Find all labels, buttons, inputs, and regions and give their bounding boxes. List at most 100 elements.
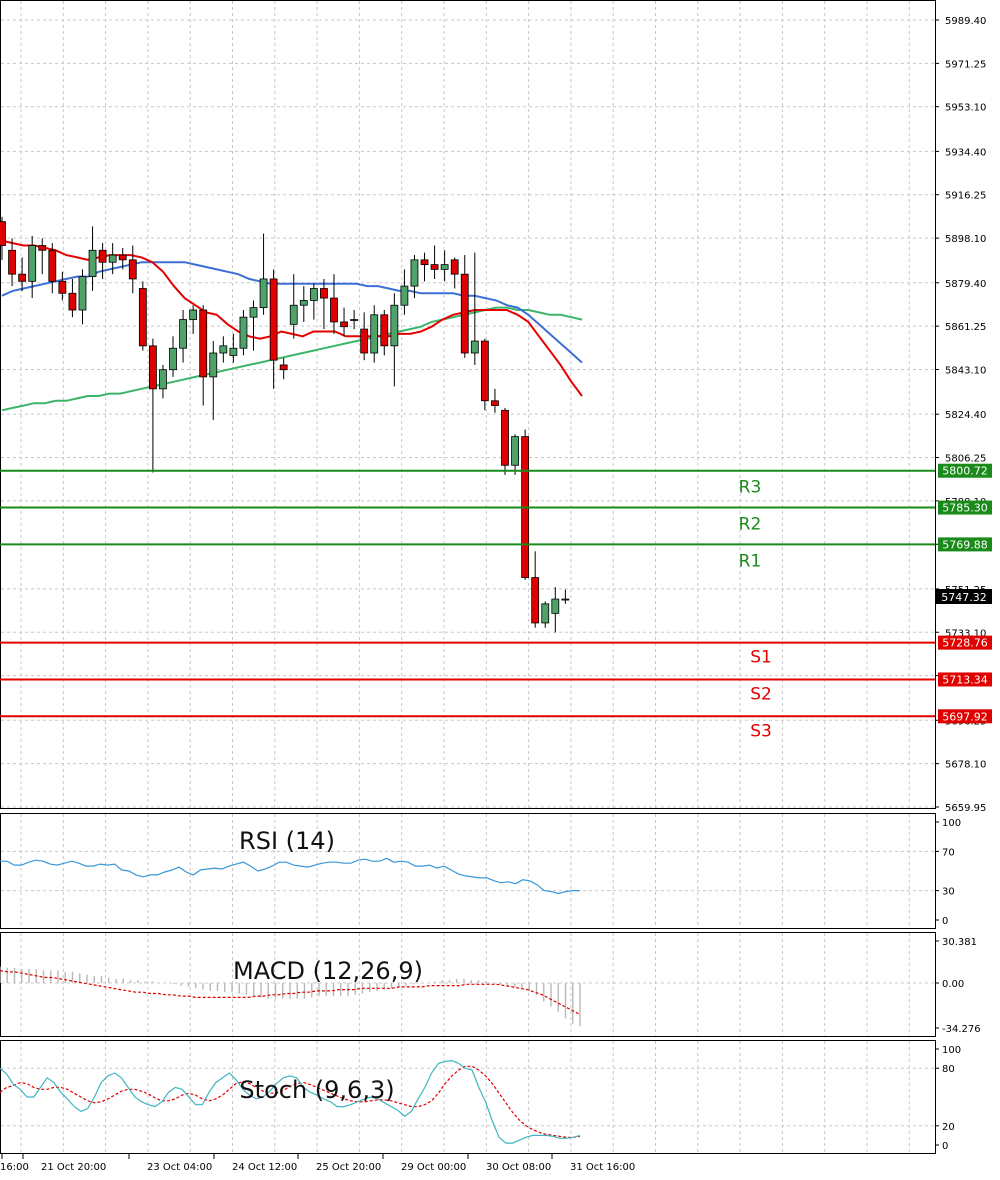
candle — [199, 305, 208, 406]
time-tick-label: 21 Oct 20:00 — [41, 1162, 106, 1173]
axis-tick-label: 80 — [942, 1064, 955, 1075]
candle-body — [390, 304, 399, 347]
candle — [289, 274, 298, 339]
candle-body — [239, 316, 248, 349]
price-tick-label: 5934.40 — [945, 147, 986, 158]
resistance-price-label: 5800.72 — [942, 465, 988, 478]
candle — [501, 407, 509, 475]
macd-histogram — [0, 966, 581, 1027]
resistance-price-label: 5785.30 — [942, 502, 988, 515]
current-price-box — [936, 589, 992, 604]
candle — [148, 338, 157, 473]
candle-body — [380, 314, 389, 347]
rsi-line-group — [0, 857, 580, 895]
candle — [460, 255, 469, 358]
resistance-label: R2 — [739, 515, 762, 535]
candle-body — [118, 254, 127, 261]
resistance-price-box — [938, 463, 992, 478]
price-grid — [1, 1, 935, 808]
candle — [521, 429, 530, 580]
axis-tick-label: 100 — [942, 818, 961, 829]
candle-body — [340, 321, 348, 328]
candle — [48, 243, 57, 294]
time-tick-label: 23 Oct 04:00 — [147, 1162, 212, 1173]
candle-body — [38, 245, 47, 251]
candle — [400, 269, 409, 315]
candle — [390, 293, 399, 387]
macd-signal-line — [0, 970, 581, 1016]
candle-body — [58, 280, 67, 294]
candle-body — [420, 259, 429, 266]
candle — [189, 305, 198, 334]
candle-body — [189, 309, 198, 320]
candle — [259, 233, 268, 315]
price-tick-label: 5953.10 — [945, 103, 986, 114]
candle-body — [410, 259, 419, 287]
candle-body — [28, 245, 37, 282]
candle-body — [0, 221, 6, 246]
stoch-title: Stoch (9,6,3) — [239, 1076, 394, 1104]
sma-fast-line — [1, 239, 583, 397]
candle-body — [209, 352, 218, 378]
stoch-signal-line — [0, 1065, 581, 1138]
macd-grid — [1, 933, 935, 1036]
candle-body — [360, 328, 369, 354]
candle — [299, 286, 308, 322]
candle-body — [259, 278, 268, 309]
candle — [169, 336, 177, 377]
sma-mid-line — [1, 261, 583, 364]
price-panel-frame — [0, 0, 936, 809]
price-tick-label: 5898.10 — [945, 234, 986, 245]
support-label: S2 — [750, 684, 772, 704]
resistance-price-label: 5769.88 — [942, 538, 988, 551]
candle — [58, 271, 67, 301]
candle — [551, 587, 560, 633]
candle — [68, 278, 77, 318]
axis-tick-label: -34.276 — [942, 1024, 981, 1035]
time-tick-label: 24 Oct 12:00 — [232, 1162, 297, 1173]
candle — [78, 269, 87, 325]
candle — [269, 269, 278, 389]
candle — [330, 274, 338, 334]
candle — [380, 310, 389, 356]
support-price-box — [938, 709, 992, 724]
candle-body — [460, 273, 469, 354]
price-tick-label: 5971.25 — [945, 59, 986, 70]
price-tick-label: 5659.95 — [945, 803, 986, 814]
candle-body — [450, 259, 459, 275]
axis-tick-label: 20 — [942, 1122, 955, 1133]
candle-body — [370, 314, 379, 354]
candle-body — [511, 436, 519, 466]
rsi-axis: 100 70 30 0 — [935, 818, 961, 927]
candle-body — [249, 307, 258, 318]
time-tick-label: 30 Oct 08:00 — [486, 1162, 551, 1173]
candle — [531, 551, 540, 628]
candle — [28, 235, 37, 299]
candle — [541, 601, 550, 628]
candle-body — [279, 364, 288, 371]
candle-body — [98, 249, 107, 263]
candle — [98, 243, 107, 279]
axis-tick-label: 0.00 — [942, 979, 964, 990]
candle-body — [470, 340, 479, 354]
time-axis: 16:00 21 Oct 20:00 23 Oct 04:00 24 Oct 12:0… — [0, 1154, 635, 1173]
candle — [179, 310, 187, 363]
candle-body — [108, 254, 117, 263]
candle-body — [541, 603, 550, 624]
candle — [491, 388, 499, 413]
macd-title: MACD (12,26,9) — [233, 957, 423, 985]
candle-body — [219, 345, 228, 354]
price-tick-label: 5824.40 — [945, 410, 986, 421]
axis-tick-label: 100 — [942, 1045, 961, 1056]
candle-body — [551, 598, 560, 614]
price-tick-label: 5861.25 — [945, 322, 986, 333]
axis-tick-label: 30 — [942, 887, 955, 898]
candle-body — [179, 319, 187, 349]
macd-panel: 30.381 0.00 -34.276 MACD (12,26,9) — [0, 932, 981, 1037]
candle-body — [531, 577, 540, 624]
candle — [8, 238, 16, 287]
candle-body — [320, 288, 328, 299]
candle — [128, 245, 137, 294]
candle-body — [299, 300, 308, 306]
